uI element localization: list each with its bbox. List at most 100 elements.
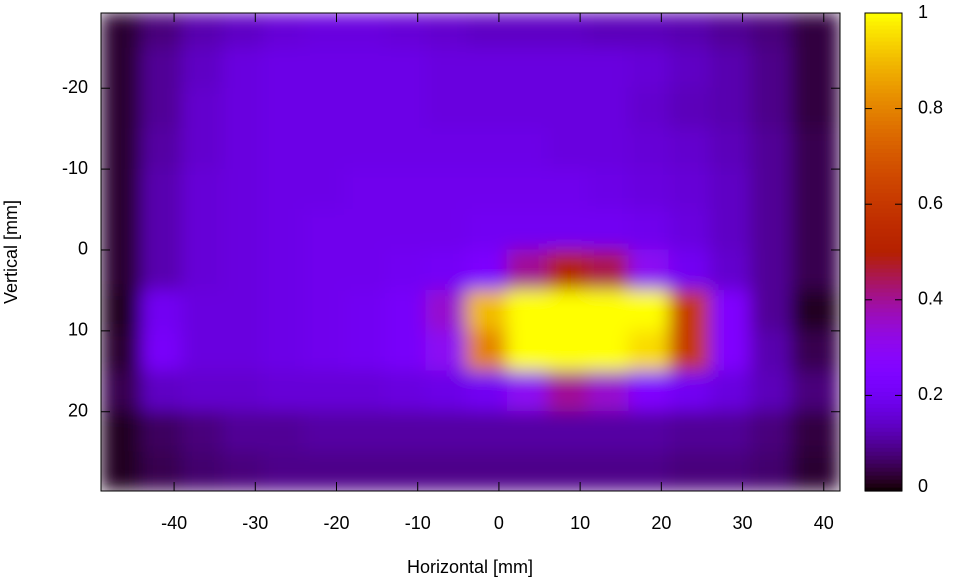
- colorbar-swatch: [865, 471, 902, 476]
- colorbar-swatch: [865, 112, 902, 118]
- colorbar: [865, 13, 902, 492]
- colorbar-swatch: [865, 104, 902, 110]
- colorbar-swatch: [865, 351, 902, 357]
- x-tick-label: 20: [651, 513, 671, 533]
- heat-cell: [587, 370, 630, 413]
- heat-cell: [344, 330, 386, 372]
- colorbar-tick-label: 0.4: [918, 289, 943, 309]
- heat-cell: [790, 87, 840, 130]
- heat-cell: [547, 330, 589, 372]
- colorbar-tick-label: 0.2: [918, 384, 943, 404]
- colorbar-swatch: [865, 263, 902, 269]
- heat-cell: [222, 209, 264, 251]
- colorbar-swatch: [865, 108, 902, 114]
- y-tick-label: 10: [68, 320, 88, 340]
- heat-cell: [384, 411, 427, 453]
- heat-cell: [506, 128, 549, 170]
- colorbar-swatch: [865, 220, 902, 225]
- heat-cell: [425, 370, 467, 413]
- heat-cell: [262, 47, 305, 89]
- heat-cell: [465, 13, 508, 49]
- heat-cell: [344, 411, 386, 453]
- colorbar-swatch: [865, 216, 902, 221]
- heat-cell: [425, 289, 467, 332]
- x-tick-label: -10: [405, 513, 431, 533]
- heat-cell: [101, 47, 143, 89]
- heat-cell: [101, 128, 143, 170]
- colorbar-swatch: [865, 100, 902, 106]
- heatmap-cells: [101, 13, 840, 491]
- heat-cell: [181, 451, 224, 491]
- heat-cell: [384, 289, 427, 332]
- colorbar-swatch: [865, 96, 902, 102]
- colorbar-swatch: [865, 176, 902, 181]
- colorbar-swatch: [865, 331, 902, 337]
- heat-cell: [668, 128, 711, 170]
- colorbar-swatch: [865, 475, 902, 480]
- colorbar-swatch: [865, 411, 902, 416]
- heat-cell: [547, 128, 589, 170]
- heat-cell: [506, 87, 549, 130]
- y-tick-label: 0: [78, 239, 88, 259]
- heat-cell: [628, 47, 670, 89]
- heat-cell: [668, 209, 711, 251]
- heat-cell: [303, 451, 346, 491]
- heat-cell: [262, 370, 305, 413]
- colorbar-swatch: [865, 132, 902, 138]
- colorbar-swatch: [865, 279, 902, 285]
- colorbar-swatch: [865, 200, 902, 205]
- heat-cell: [141, 451, 183, 491]
- heat-cell: [465, 451, 508, 491]
- colorbar-swatch: [865, 164, 902, 169]
- heat-cell: [222, 289, 264, 332]
- heat-cell: [141, 249, 183, 291]
- heat-cell: [750, 168, 792, 211]
- heat-cell: [668, 13, 711, 49]
- colorbar-swatch: [865, 283, 902, 289]
- x-axis-label: Horizontal [mm]: [407, 557, 533, 577]
- colorbar-swatch: [865, 68, 902, 74]
- heat-cell: [709, 87, 752, 130]
- heat-cell: [222, 411, 264, 453]
- heat-cell: [628, 370, 670, 413]
- heat-cell: [101, 370, 143, 413]
- heat-cell: [628, 128, 670, 170]
- heat-cell: [506, 330, 549, 372]
- heat-cell: [709, 13, 752, 49]
- heat-cell: [709, 128, 752, 170]
- heat-cell: [222, 451, 264, 491]
- colorbar-swatch: [865, 208, 902, 213]
- heat-cell: [384, 451, 427, 491]
- heat-cell: [547, 451, 589, 491]
- heat-cell: [790, 370, 840, 413]
- heat-cell: [628, 168, 670, 211]
- heat-cell: [101, 451, 143, 491]
- heat-cell: [750, 13, 792, 49]
- plot-frame: [100, 12, 841, 492]
- heat-cell: [465, 128, 508, 170]
- colorbar-swatch: [865, 479, 902, 484]
- heat-cell: [303, 330, 346, 372]
- heat-cell: [709, 289, 752, 332]
- heat-cell: [141, 289, 183, 332]
- colorbar-frame: [864, 12, 903, 492]
- heat-cell: [181, 168, 224, 211]
- heat-cell: [262, 13, 305, 49]
- heat-cell: [547, 13, 589, 49]
- colorbar-swatch: [865, 343, 902, 349]
- colorbar-swatch: [865, 407, 902, 412]
- heat-cell: [465, 249, 508, 291]
- heat-cell: [547, 87, 589, 130]
- heat-cell: [222, 330, 264, 372]
- colorbar-swatch: [865, 224, 902, 229]
- heat-cell: [668, 47, 711, 89]
- heat-cell: [262, 128, 305, 170]
- colorbar-swatch: [865, 451, 902, 456]
- heat-cell: [506, 411, 549, 453]
- heat-cell: [709, 47, 752, 89]
- heat-cell: [344, 13, 386, 49]
- heat-cell: [547, 47, 589, 89]
- colorbar-swatch: [865, 36, 902, 42]
- heat-cell: [750, 370, 792, 413]
- heat-cell: [465, 370, 508, 413]
